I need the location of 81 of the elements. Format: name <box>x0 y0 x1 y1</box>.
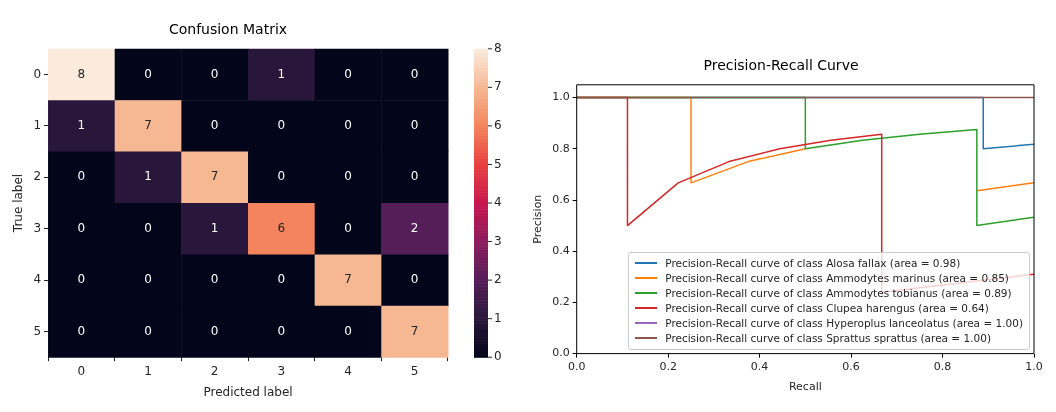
data-label: 0 <box>277 118 286 133</box>
y-axis-title: True label <box>11 173 26 234</box>
x-tick-label: 2 <box>210 363 219 378</box>
data-label: 0 <box>410 272 419 287</box>
data-label: 1 <box>277 66 286 81</box>
y-tick-label: 1 <box>33 118 42 133</box>
legend-label: Precision-Recall curve of class Hyperoplus lanceolatus (area = 1.00) <box>665 315 1023 331</box>
data-label: 0 <box>210 323 219 338</box>
legend-label: Precision-Recall curve of class Clupea harengus (area = 0.64) <box>665 300 989 316</box>
x-tick-label: 0.6 <box>842 360 860 374</box>
data-label: 7 <box>210 169 219 184</box>
data-label: 0 <box>344 169 352 184</box>
data-label: 0 <box>277 169 286 184</box>
legend-label: Precision-Recall curve of class Ammodytes tobianus (area = 0.89) <box>665 285 1012 301</box>
color-bar-label: 5 <box>494 156 502 171</box>
y-axis-title: Precision <box>531 194 545 244</box>
x-tick-label: 0.4 <box>750 360 769 374</box>
y-tick-label: 5 <box>33 323 42 338</box>
data-label: 0 <box>144 323 152 338</box>
data-label: 1 <box>210 220 219 235</box>
y-tick-label: 0.0 <box>552 346 570 360</box>
y-tick-label: 2 <box>33 169 42 184</box>
x-tick-label: 0.0 <box>567 360 586 374</box>
data-label: 0 <box>410 66 419 81</box>
color-bar-label: 0 <box>494 349 502 364</box>
data-label: 0 <box>77 169 86 184</box>
data-label: 1 <box>77 118 86 133</box>
y-tick-label: 4 <box>33 272 42 287</box>
data-label: 0 <box>277 272 286 287</box>
data-label: 0 <box>277 323 286 338</box>
data-label: 0 <box>210 272 219 287</box>
color-bar-label: 8 <box>494 40 502 55</box>
x-tick-label: 1 <box>144 363 152 378</box>
data-label: 0 <box>344 323 352 338</box>
data-label: 0 <box>210 118 219 133</box>
data-label: 0 <box>344 118 352 133</box>
x-tick-label: 1.0 <box>1025 360 1043 374</box>
y-tick-label: 0.4 <box>552 244 570 258</box>
x-tick-label: 0 <box>77 363 86 378</box>
color-bar-label: 7 <box>494 79 502 94</box>
y-tick-label: 0 <box>33 66 42 81</box>
data-label: 7 <box>410 323 419 338</box>
color-bar-label: 6 <box>494 118 502 133</box>
data-label: 0 <box>144 272 152 287</box>
data-label: 0 <box>410 118 419 133</box>
legend-label: Precision-Recall curve of class Sprattus sprattus (area = 1.00) <box>665 330 991 346</box>
x-axis-title: Predicted label <box>203 384 293 399</box>
data-label: 0 <box>77 220 86 235</box>
data-label: 1 <box>144 169 152 184</box>
data-label: 7 <box>344 272 352 287</box>
y-tick-label: 0.2 <box>552 295 570 309</box>
legend-label: Precision-Recall curve of class Alosa fallax (area = 0.98) <box>665 255 961 271</box>
data-label: 0 <box>344 66 352 81</box>
x-tick-label: 3 <box>277 363 286 378</box>
color-bar-label: 4 <box>494 195 502 210</box>
data-label: 0 <box>410 169 419 184</box>
x-axis-title: Recall <box>788 380 822 394</box>
x-tick-label: 5 <box>410 363 419 378</box>
data-label: 2 <box>410 220 419 235</box>
y-tick-label: 0.6 <box>552 192 570 206</box>
x-tick-label: 0.2 <box>659 360 677 374</box>
y-tick-label: 0.8 <box>552 141 570 155</box>
data-label: 0 <box>344 220 352 235</box>
data-label: 0 <box>77 272 86 287</box>
data-label: 0 <box>77 323 86 338</box>
data-label: 7 <box>144 118 152 133</box>
data-label: 0 <box>144 220 152 235</box>
data-label: 0 <box>144 66 152 81</box>
x-tick-label: 4 <box>344 363 352 378</box>
data-label: 8 <box>77 66 86 81</box>
chart-title: Confusion Matrix <box>168 21 288 38</box>
color-bar-label: 2 <box>494 272 502 287</box>
x-tick-label: 0.8 <box>933 360 952 374</box>
color-bar-label: 3 <box>494 233 502 248</box>
y-tick-label: 1.0 <box>552 90 570 104</box>
color-bar-label: 1 <box>494 310 502 325</box>
data-label: 0 <box>210 66 219 81</box>
chart-title: Precision-Recall Curve <box>703 57 859 74</box>
legend-label: Precision-Recall curve of class Ammodytes marinus (area = 0.85) <box>665 270 1009 286</box>
data-label: 6 <box>277 220 286 235</box>
y-tick-label: 3 <box>33 220 42 235</box>
